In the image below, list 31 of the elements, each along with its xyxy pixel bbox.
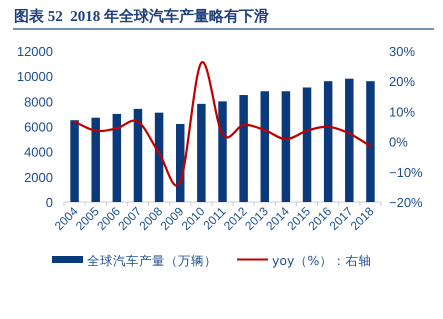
y2-tick-label: −20% — [389, 195, 424, 210]
y-tick-label: 8000 — [24, 94, 53, 110]
y-tick-label: 0 — [46, 195, 53, 210]
bar — [324, 81, 332, 202]
bar — [239, 95, 248, 202]
y-tick-label: 2000 — [24, 170, 53, 185]
y-tick-label: 4000 — [24, 144, 53, 160]
y2-tick-label: −10% — [389, 164, 424, 180]
y-tick-label: 6000 — [24, 120, 53, 134]
bar — [260, 91, 270, 202]
bar — [302, 87, 312, 202]
bar — [282, 91, 290, 202]
y-tick-label: 10000 — [16, 69, 53, 84]
bar — [134, 108, 142, 202]
bar — [345, 78, 354, 202]
bar — [218, 101, 227, 202]
bar — [366, 81, 375, 202]
bar — [112, 114, 122, 202]
y2-tick-label: 10% — [389, 104, 416, 120]
bar — [197, 104, 206, 202]
legend-label: 全球汽车产量（万辆） — [87, 253, 217, 268]
bar — [176, 124, 184, 202]
chart-title: 图表 52 2018 年全球汽车产量略有下滑 — [14, 7, 269, 25]
y2-tick-label: 20% — [389, 74, 416, 90]
legend-label: yoy（%）：右轴 — [272, 253, 372, 268]
y-tick-label: 12000 — [16, 44, 53, 59]
y2-tick-label: 30% — [389, 44, 416, 59]
y2-tick-label: 0% — [389, 134, 408, 150]
bar — [70, 120, 79, 202]
bar — [91, 118, 100, 202]
bar — [154, 112, 164, 202]
